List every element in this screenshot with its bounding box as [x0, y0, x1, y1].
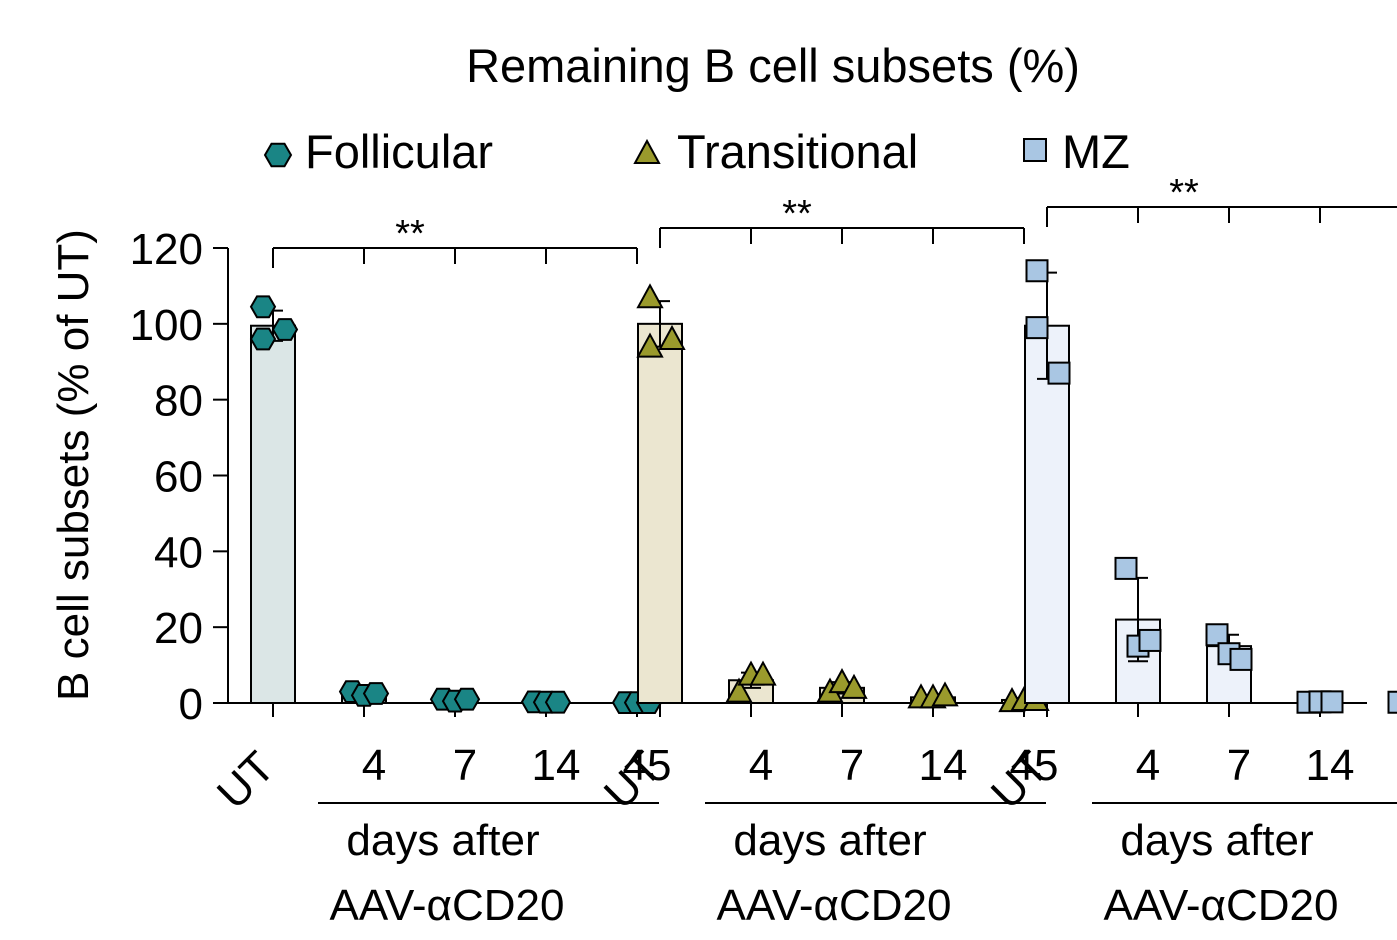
x-tick-label: 7 — [840, 741, 864, 790]
group-xlabel-line2: AAV-αCD20 — [1104, 881, 1339, 930]
data-point — [658, 324, 686, 350]
data-point — [1229, 647, 1253, 671]
group-xlabel-line1: days after — [733, 816, 926, 865]
data-point — [249, 295, 277, 319]
data-point — [1138, 628, 1162, 652]
data-point — [249, 327, 277, 351]
data-point — [1025, 316, 1049, 340]
legend: Follicular Transitional MZ — [263, 125, 1130, 178]
significance-label: ** — [395, 213, 425, 255]
significance-label: ** — [1169, 172, 1199, 214]
x-tick-label: 4 — [1136, 741, 1160, 790]
x-tick-label: 14 — [532, 741, 581, 790]
data-point — [362, 682, 390, 705]
y-tick-label: 120 — [130, 225, 203, 274]
legend-label-follicular: Follicular — [305, 125, 493, 178]
legend-square-marker — [1023, 138, 1047, 162]
y-tick-label: 80 — [154, 377, 203, 426]
series-transitional: ** — [636, 193, 1050, 717]
x-tick-label: 7 — [1227, 741, 1251, 790]
data-point — [725, 677, 753, 703]
y-tick-label: 20 — [154, 604, 203, 653]
legend-label-transitional: Transitional — [677, 125, 918, 178]
bar — [1024, 324, 1070, 704]
series-follicular: ** — [249, 213, 663, 717]
plot-area: ** ** ** — [249, 172, 1397, 717]
bar — [637, 322, 683, 704]
x-tick-label: 7 — [453, 741, 477, 790]
x-tick-label: 4 — [362, 741, 386, 790]
data-point — [271, 318, 299, 341]
legend-hexagon-marker — [263, 142, 293, 168]
chart-title: Remaining B cell subsets (%) — [466, 39, 1080, 92]
x-tick-label: 45 — [1010, 741, 1059, 790]
group-xlabel-line2: AAV-αCD20 — [330, 881, 565, 930]
y-tick-label: 40 — [154, 528, 203, 577]
data-point — [749, 660, 777, 686]
data-point — [931, 681, 959, 707]
data-point — [636, 283, 664, 309]
y-tick-label: 0 — [179, 680, 203, 729]
legend-triangle-marker — [633, 138, 661, 164]
series-mz: ** — [1024, 172, 1397, 717]
x-tick-label-ut: UT — [208, 742, 284, 818]
x-tick-label: 4 — [749, 741, 773, 790]
group-xlabel-line1: days after — [1120, 816, 1313, 865]
y-tick-label: 60 — [154, 453, 203, 502]
data-point — [1114, 556, 1138, 580]
data-point — [1205, 623, 1229, 647]
data-point — [1387, 690, 1397, 714]
data-point — [1025, 259, 1049, 283]
y-axis: 0 20 40 60 80 100 120 — [130, 225, 229, 729]
data-point — [636, 332, 664, 358]
data-point — [1320, 690, 1344, 714]
legend-label-mz: MZ — [1062, 125, 1130, 178]
data-point — [453, 687, 481, 711]
legend-item-mz: MZ — [1023, 125, 1130, 178]
bar — [250, 324, 296, 704]
legend-item-follicular: Follicular — [263, 125, 493, 178]
data-point — [840, 673, 868, 699]
y-axis-label: B cell subsets (% of UT) — [49, 229, 98, 701]
group-xlabel-line2: AAV-αCD20 — [717, 881, 952, 930]
significance-label: ** — [782, 193, 812, 235]
x-tick-label: 45 — [623, 741, 672, 790]
legend-item-transitional: Transitional — [633, 125, 918, 178]
x-tick-label: 14 — [1306, 741, 1355, 790]
y-tick-label: 100 — [130, 301, 203, 350]
data-point — [544, 690, 572, 714]
group-xlabel-line1: days after — [346, 816, 539, 865]
x-tick-label: 14 — [919, 741, 968, 790]
data-point — [1047, 361, 1071, 385]
